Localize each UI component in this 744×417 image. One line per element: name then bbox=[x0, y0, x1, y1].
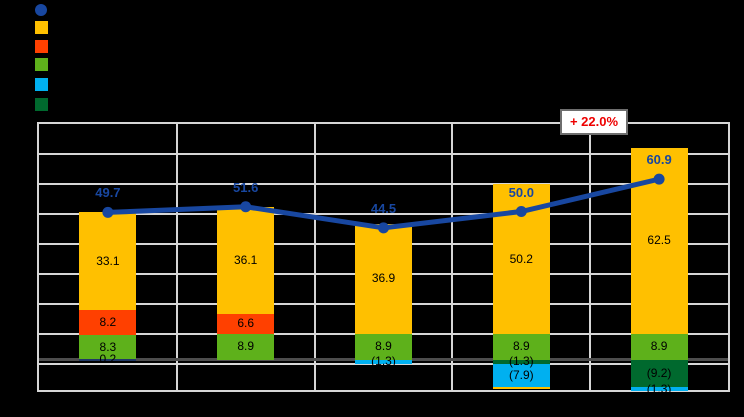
v-gridline bbox=[313, 124, 316, 390]
line-point-marker bbox=[653, 173, 665, 185]
bar-segment-dark-green bbox=[492, 360, 550, 364]
bar-segment-label: 8.9 bbox=[650, 339, 668, 354]
bar-segment-green bbox=[79, 334, 137, 360]
bar-segment-orange bbox=[492, 387, 550, 390]
bar-segment-red bbox=[217, 313, 275, 334]
bar-segment-label: 33.1 bbox=[96, 253, 120, 268]
bar-segment-label: (1.3) bbox=[646, 381, 672, 396]
v-gridline bbox=[451, 124, 454, 390]
bar-segment-label: 8.2 bbox=[99, 315, 117, 330]
v-gridline bbox=[175, 124, 178, 390]
line-point-marker bbox=[102, 206, 114, 218]
bar-segment-label: 50.2 bbox=[509, 251, 533, 266]
bar-segment-green bbox=[217, 333, 275, 360]
bar-segment-label: 36.1 bbox=[234, 252, 258, 267]
bar-segment-cyan bbox=[492, 363, 550, 388]
bar-segment-cyan bbox=[355, 360, 412, 364]
line-point-label: 49.7 bbox=[95, 185, 121, 201]
h-gridline bbox=[39, 153, 728, 155]
line-series bbox=[102, 173, 665, 234]
bar-segment-label: 0.2 bbox=[99, 352, 117, 367]
line-point-marker bbox=[240, 201, 252, 213]
bar-segment-label: 8.9 bbox=[375, 339, 392, 354]
h-gridline bbox=[39, 363, 728, 365]
line-point-label: 51.6 bbox=[233, 179, 259, 195]
bar-segment-cyan bbox=[630, 387, 688, 392]
legend-marker-dark-green-icon bbox=[35, 98, 48, 111]
bar-segment-navy bbox=[79, 359, 137, 361]
bar-segment-orange bbox=[355, 223, 412, 334]
h-gridline bbox=[39, 213, 728, 215]
line-point-marker bbox=[515, 206, 527, 217]
bar-segment-label: (7.9) bbox=[508, 368, 534, 383]
bar-segment-dark-green bbox=[630, 360, 688, 388]
line-point-label: 60.9 bbox=[646, 152, 672, 168]
bar-segment-label: 62.5 bbox=[647, 233, 671, 248]
bar-segment-label: 8.9 bbox=[512, 339, 530, 354]
line-point-label: 44.5 bbox=[370, 200, 397, 216]
bar-segment-label: 8.3 bbox=[99, 339, 117, 354]
bar-segment-orange bbox=[217, 206, 275, 314]
bar-segment-label: (1.3) bbox=[508, 354, 534, 369]
bar-segment-green bbox=[630, 333, 688, 360]
bar-segment-green bbox=[355, 333, 412, 360]
legend-marker-line-line-icon bbox=[35, 4, 47, 16]
legend-marker-cyan-icon bbox=[35, 78, 48, 91]
plot-area: 0.2 8.3 8.2 33.1 8.9 6.6 36.1 8.9 36.9 (1.3) 8.9 50… bbox=[37, 122, 730, 395]
bar-segment-label: 36.9 bbox=[371, 271, 396, 286]
bar-segment-green bbox=[492, 333, 550, 360]
line-point-marker bbox=[378, 222, 389, 234]
legend-marker-orange-icon bbox=[35, 21, 48, 34]
v-gridline bbox=[589, 124, 592, 390]
legend-marker-green-icon bbox=[35, 58, 48, 71]
bar-segment-orange bbox=[79, 212, 137, 311]
bar-segment-label: (1.3) bbox=[371, 354, 396, 369]
bar-segment-label: (9.2) bbox=[646, 366, 672, 381]
bar-segment-label: 6.6 bbox=[237, 316, 255, 331]
h-gridline bbox=[39, 183, 728, 185]
line-point-label: 50.0 bbox=[508, 184, 534, 200]
growth-annotation: + 22.0% bbox=[560, 109, 628, 135]
legend-marker-red-icon bbox=[35, 40, 48, 53]
bar-segment-label: 8.9 bbox=[237, 339, 255, 354]
bar-segment-red bbox=[79, 310, 137, 335]
